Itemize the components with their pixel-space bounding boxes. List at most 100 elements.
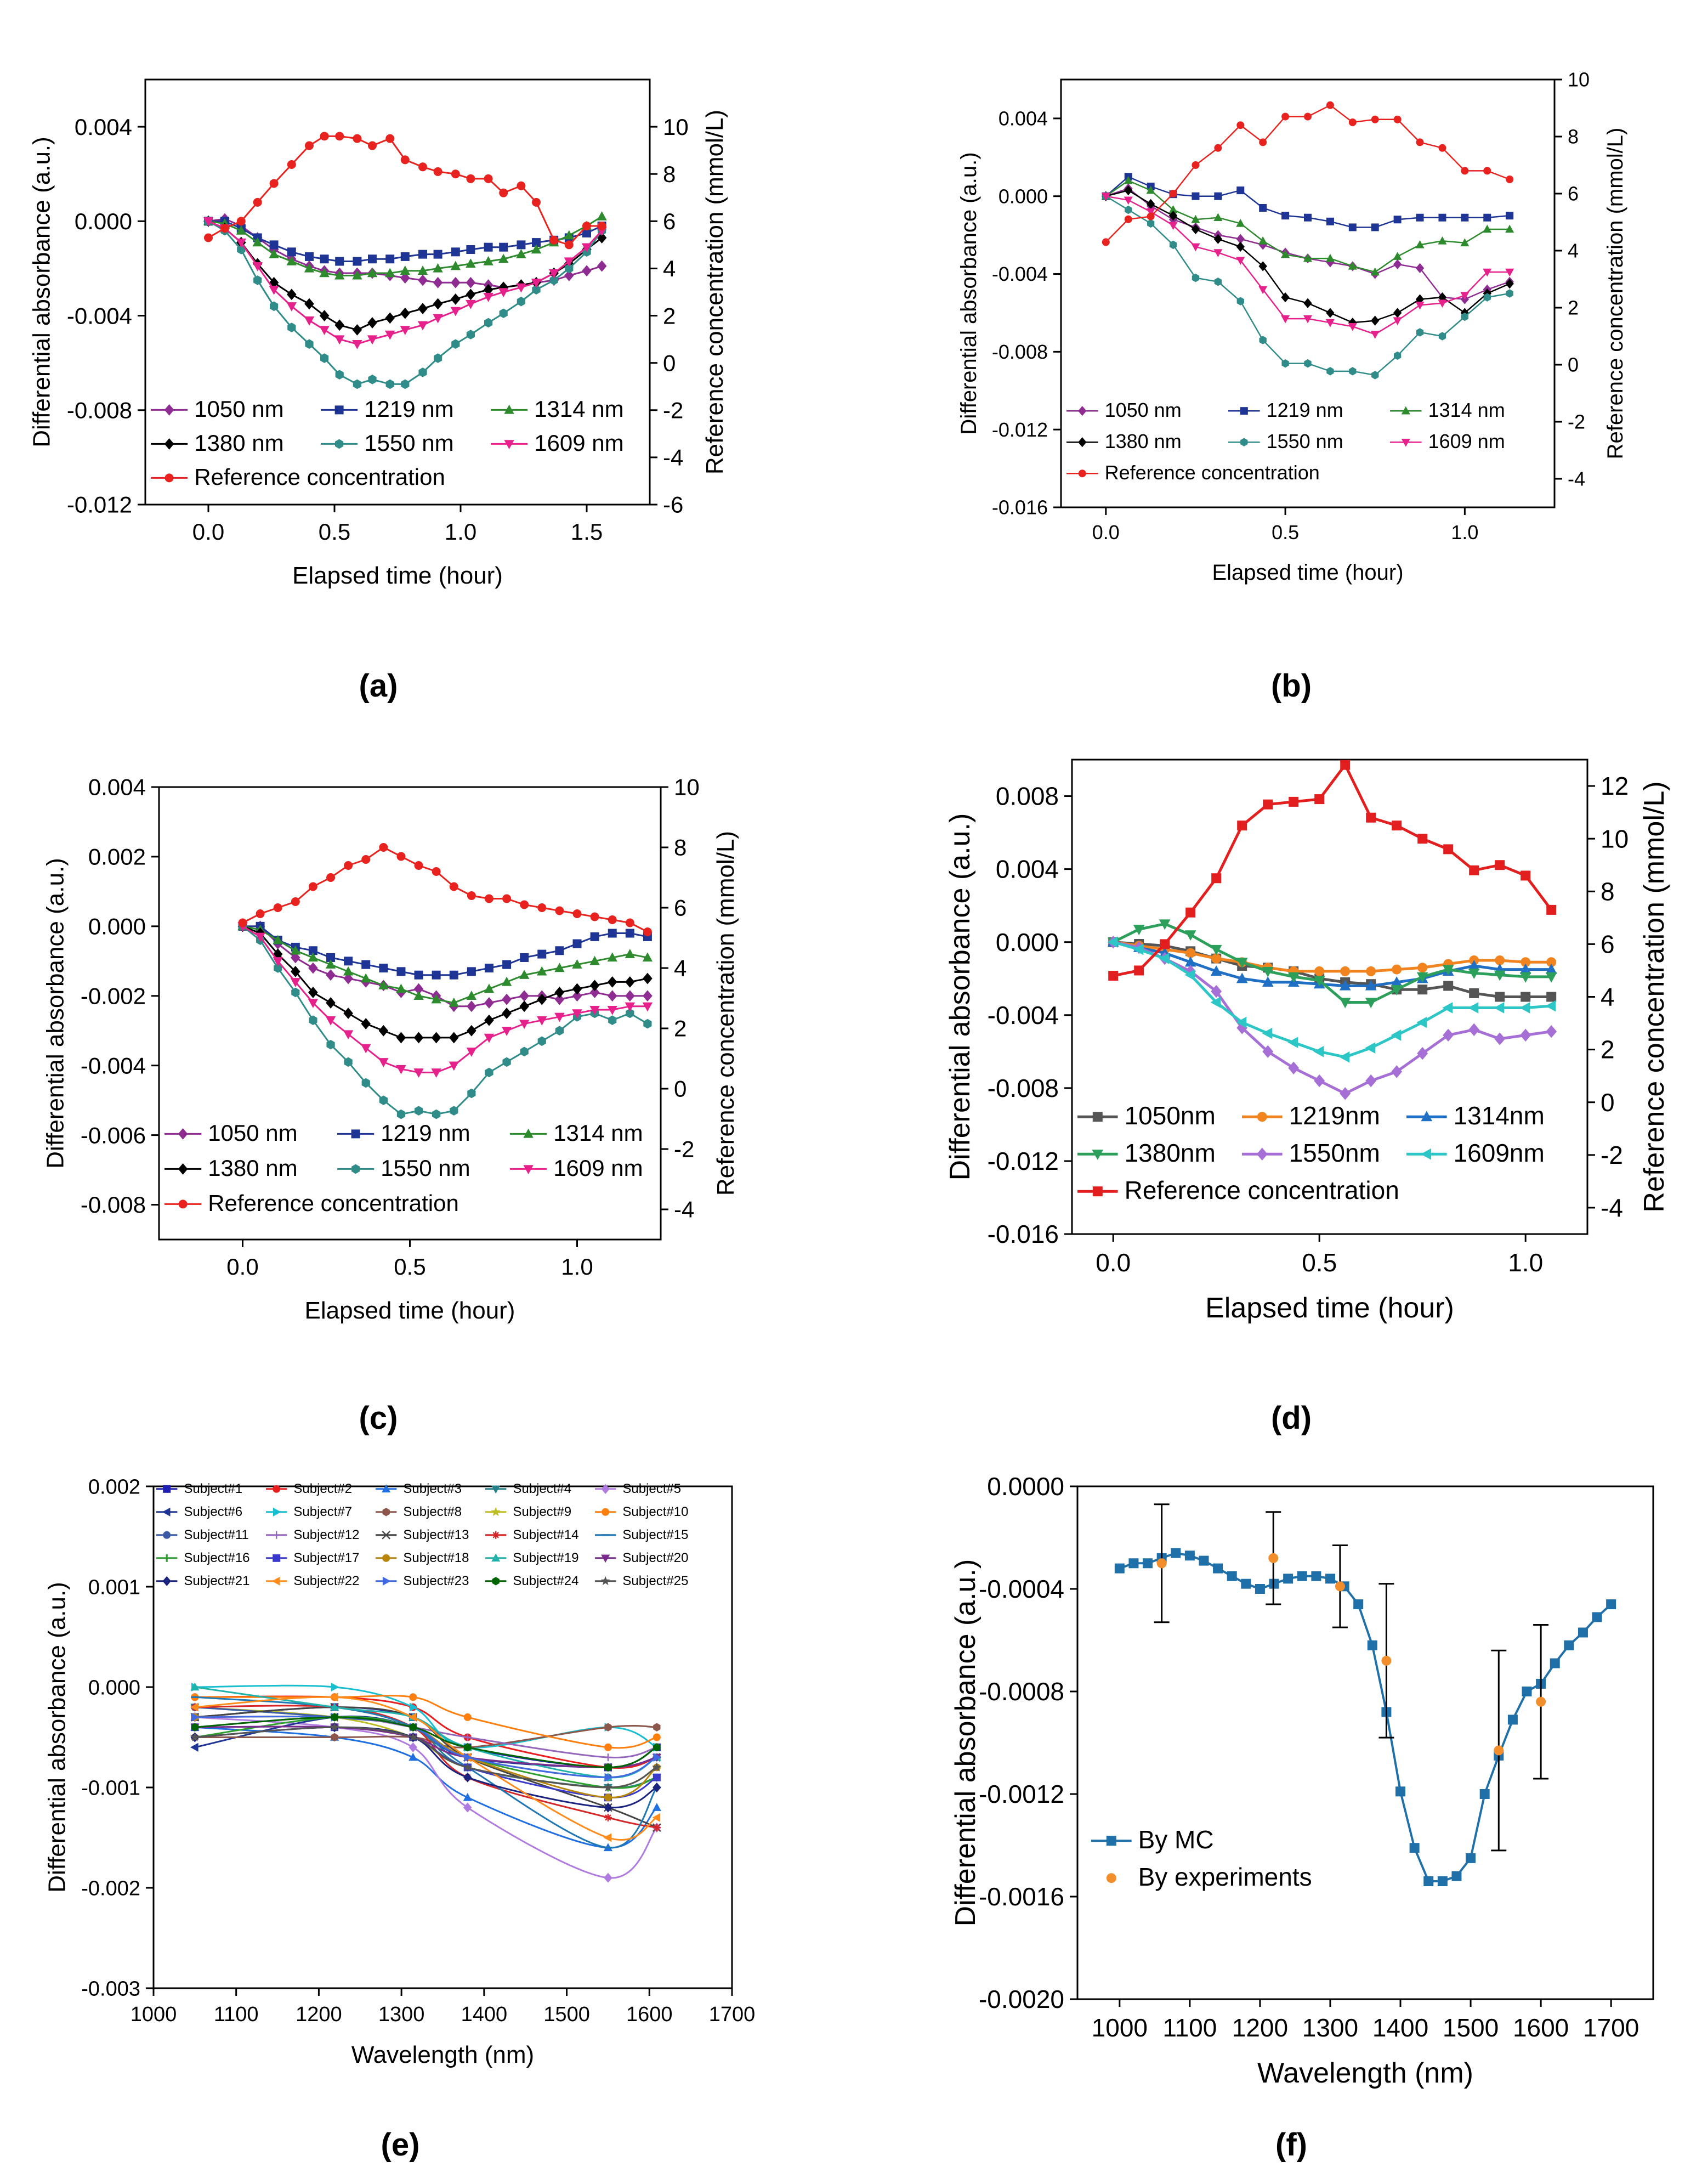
data-point — [1349, 367, 1357, 376]
y2-tick-label: 8 — [674, 835, 687, 861]
data-point — [564, 269, 574, 281]
data-point — [409, 1693, 417, 1701]
x-tick-label: 0.5 — [1272, 521, 1299, 544]
data-point — [1304, 213, 1312, 222]
data-point — [1371, 371, 1379, 380]
legend: 1050 nm 1219 nm 1314 nm 1380 nm 1550 nm 1609 … — [164, 1120, 643, 1216]
data-point — [343, 1030, 354, 1040]
data-point — [432, 867, 441, 876]
y-tick-label: -0.003 — [81, 1977, 140, 2000]
data-point — [625, 949, 636, 958]
y-tick-label: 0.002 — [88, 1475, 140, 1498]
y2-tick-label: -2 — [663, 397, 683, 423]
y-tick-label: -0.0012 — [979, 1780, 1064, 1808]
data-point — [502, 960, 512, 969]
legend-item: Subject#4 — [485, 1481, 571, 1496]
data-point — [1210, 965, 1222, 976]
legend-label: Subject#23 — [403, 1574, 469, 1588]
legend-item: 1314 nm — [510, 1120, 643, 1146]
data-point — [1391, 1065, 1403, 1078]
x-tick-label: 1.0 — [445, 519, 476, 545]
y-tick-label: -0.006 — [81, 1122, 146, 1148]
data-point — [1365, 1074, 1377, 1088]
legend-item: 1050 nm — [151, 396, 284, 422]
data-point — [1417, 1046, 1428, 1060]
data-point — [368, 141, 377, 150]
data-point — [1325, 1574, 1335, 1584]
data-point — [484, 242, 493, 252]
y-tick-label: -0.012 — [992, 418, 1048, 441]
data-point — [433, 167, 442, 176]
data-point — [589, 955, 600, 965]
series-reference-concentration — [238, 843, 652, 936]
legend-item: Subject#12 — [266, 1527, 359, 1542]
data-point — [273, 903, 282, 912]
data-point — [520, 1046, 529, 1057]
data-point — [466, 991, 477, 1000]
legend-marker — [382, 1484, 391, 1493]
data-point — [1199, 1555, 1209, 1566]
data-point — [269, 249, 279, 258]
x-tick-label: 1.5 — [571, 519, 603, 545]
data-point — [334, 335, 345, 345]
series-by-experiments — [1154, 1503, 1549, 1852]
data-point — [1160, 939, 1170, 949]
series-1550-nm — [1102, 192, 1513, 380]
data-point — [1214, 192, 1222, 200]
data-point — [290, 945, 301, 955]
data-point — [1211, 953, 1222, 964]
data-point — [1262, 1027, 1273, 1039]
data-point — [483, 292, 493, 302]
legend-item: Subject#20 — [595, 1551, 688, 1565]
data-point — [433, 263, 443, 273]
data-point — [1483, 293, 1491, 302]
data-point — [572, 1009, 582, 1019]
data-point — [385, 268, 395, 278]
chart-panel-a: 0.0 0.5 1.0 1.5 0.004 0.000 -0.004 -0.008 -0.012… — [29, 78, 728, 589]
data-point — [590, 912, 599, 921]
data-point — [1128, 1558, 1139, 1569]
legend-label: Subject#10 — [622, 1504, 688, 1519]
data-point — [1370, 331, 1380, 339]
data-point — [1143, 1558, 1153, 1569]
data-point — [449, 970, 458, 980]
data-point — [1469, 988, 1479, 998]
legend-label: Subject#20 — [622, 1551, 688, 1565]
data-point — [287, 288, 297, 301]
legend-item: Subject#8 — [376, 1504, 462, 1519]
data-point — [290, 978, 301, 987]
data-point — [1381, 1655, 1392, 1666]
data-point — [331, 1682, 339, 1692]
data-point — [432, 1109, 441, 1119]
data-point — [273, 957, 283, 966]
data-point — [554, 987, 565, 998]
data-point — [555, 1026, 564, 1036]
data-point — [1391, 976, 1403, 987]
series-line — [1113, 941, 1552, 988]
legend-item: Subject#24 — [485, 1574, 578, 1588]
legend-marker — [1240, 407, 1248, 415]
data-point — [466, 245, 475, 254]
data-point — [330, 1722, 339, 1732]
legend-label: Subject#24 — [513, 1574, 578, 1588]
data-point — [537, 1036, 546, 1046]
data-point — [344, 1057, 353, 1067]
data-point — [531, 244, 542, 254]
data-point — [1461, 167, 1469, 175]
data-point — [499, 308, 508, 319]
legend-label: 1219nm — [1289, 1101, 1380, 1130]
data-point — [467, 891, 476, 900]
data-point — [432, 970, 441, 980]
data-point — [1393, 259, 1402, 269]
x-tick-label: 1700 — [709, 2003, 756, 2026]
data-point — [653, 1782, 661, 1793]
legend-label: 1050 nm — [1105, 399, 1182, 421]
data-point — [1213, 213, 1223, 222]
legend-marker — [178, 1128, 188, 1140]
legend-label: Subject#11 — [184, 1527, 248, 1542]
data-point — [368, 254, 377, 264]
data-point — [625, 976, 635, 988]
caption-e: (e) — [381, 2127, 420, 2163]
data-point — [417, 265, 428, 275]
data-point — [1236, 218, 1245, 227]
